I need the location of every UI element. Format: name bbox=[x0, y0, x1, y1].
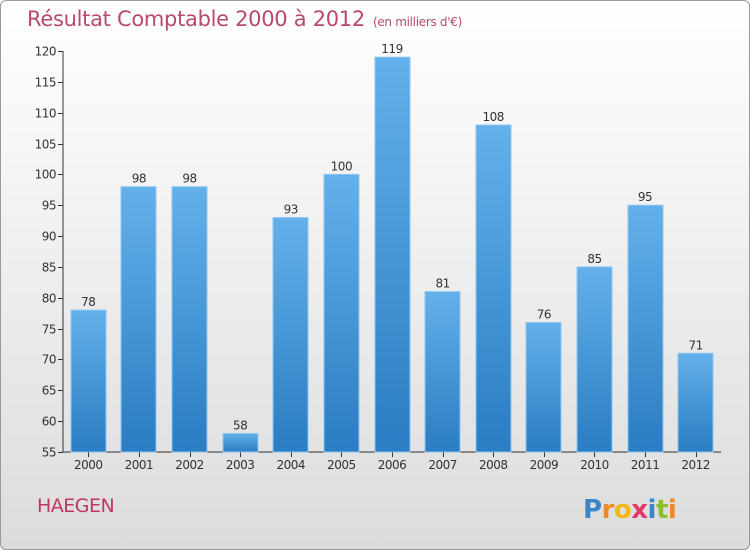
y-tick-label: 120 bbox=[35, 45, 56, 59]
x-tick-label: 2000 bbox=[74, 458, 103, 472]
data-label-2001: 98 bbox=[132, 172, 146, 186]
svg-text:Proxiti: Proxiti bbox=[583, 495, 676, 525]
chart-title-main: Résultat Comptable 2000 à 2012 bbox=[27, 7, 365, 31]
data-label-2005: 100 bbox=[331, 159, 352, 173]
data-label-2010: 85 bbox=[587, 252, 601, 266]
bar-2005 bbox=[323, 173, 360, 453]
x-tick-label: 2011 bbox=[631, 458, 660, 472]
y-tick-label: 80 bbox=[42, 292, 56, 306]
bar-2008 bbox=[475, 124, 512, 453]
data-label-2002: 98 bbox=[182, 172, 196, 186]
x-tick-label: 2009 bbox=[530, 458, 559, 472]
bar-2009 bbox=[525, 321, 562, 453]
proxiti-logo: Proxiti bbox=[583, 495, 677, 525]
bar-2011 bbox=[627, 204, 664, 453]
bar-2007 bbox=[424, 291, 461, 453]
bar-2003 bbox=[222, 432, 259, 453]
bar-2001 bbox=[120, 186, 157, 453]
y-tick-label: 60 bbox=[42, 415, 56, 429]
data-label-2009: 76 bbox=[537, 307, 551, 321]
x-tick-label: 2001 bbox=[125, 458, 154, 472]
data-label-2004: 93 bbox=[284, 203, 298, 217]
x-tick-label: 2010 bbox=[580, 458, 609, 472]
bar-2004 bbox=[272, 217, 309, 453]
city-name: HAEGEN bbox=[37, 495, 115, 517]
y-tick-label: 110 bbox=[35, 107, 56, 121]
y-tick-label: 55 bbox=[42, 446, 56, 460]
y-tick-label: 105 bbox=[35, 138, 56, 152]
bar-2012 bbox=[677, 352, 714, 453]
bar-2010 bbox=[576, 266, 613, 453]
y-tick-label: 115 bbox=[35, 76, 56, 90]
x-tick-label: 2002 bbox=[175, 458, 204, 472]
x-tick-label: 2004 bbox=[276, 458, 305, 472]
x-tick-label: 2007 bbox=[428, 458, 457, 472]
chart-title: Résultat Comptable 2000 à 2012 (en millie… bbox=[27, 7, 462, 31]
data-label-2011: 95 bbox=[638, 190, 652, 204]
x-tick-label: 2005 bbox=[327, 458, 356, 472]
data-label-2006: 119 bbox=[381, 42, 402, 56]
chart-title-unit: (en milliers d'€) bbox=[372, 15, 462, 29]
y-tick-label: 75 bbox=[42, 323, 56, 337]
y-tick-label: 100 bbox=[35, 168, 56, 182]
bar-2006 bbox=[374, 56, 411, 453]
y-tick-label: 95 bbox=[42, 199, 56, 213]
y-tick-label: 85 bbox=[42, 261, 56, 275]
data-label-2008: 108 bbox=[483, 110, 504, 124]
x-tick-label: 2012 bbox=[681, 458, 710, 472]
y-tick-label: 70 bbox=[42, 353, 56, 367]
bar-2002 bbox=[171, 186, 208, 453]
x-tick-label: 2006 bbox=[378, 458, 407, 472]
data-label-2007: 81 bbox=[435, 277, 449, 291]
y-tick-label: 65 bbox=[42, 384, 56, 398]
data-label-2000: 78 bbox=[81, 295, 95, 309]
bar-2000 bbox=[70, 309, 107, 453]
data-label-2003: 58 bbox=[233, 418, 247, 432]
data-label-2012: 71 bbox=[689, 338, 703, 352]
x-tick-label: 2008 bbox=[479, 458, 508, 472]
x-tick-label: 2003 bbox=[226, 458, 255, 472]
y-tick-label: 90 bbox=[42, 230, 56, 244]
